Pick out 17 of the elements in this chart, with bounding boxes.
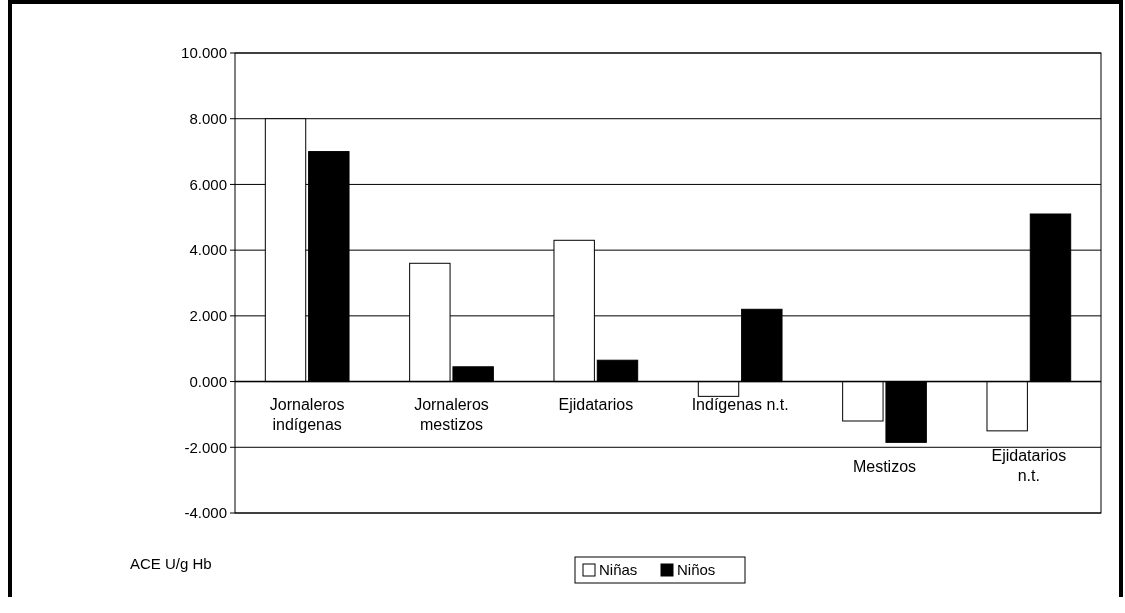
y-tick-label: -2.000 [184,438,227,456]
y-tick-label: 10.000 [181,44,227,62]
x-tick-label: Jornaleros mestizos [414,395,489,433]
x-tick-label: Jornaleros indígenas [269,395,345,433]
x-tick-label: Indígenas n.t. [691,395,789,413]
legend-label: Niños [677,561,716,579]
legend-label: Niñas [599,561,638,579]
x-tick-label: Mestizos [852,458,917,476]
y-tick-label: -4.000 [184,504,227,522]
x-tick-label: Ejidatarios n.t. [991,446,1067,484]
y-tick-label: 8.000 [189,109,227,127]
y-axis-title: ACE U/g Hb [130,555,212,572]
y-tick-label: 0.000 [189,372,227,390]
x-tick-label: Ejidatarios [558,395,634,413]
y-tick-label: 4.000 [189,241,227,259]
y-tick-label: 2.000 [189,307,227,325]
y-tick-label: 6.000 [189,175,227,193]
